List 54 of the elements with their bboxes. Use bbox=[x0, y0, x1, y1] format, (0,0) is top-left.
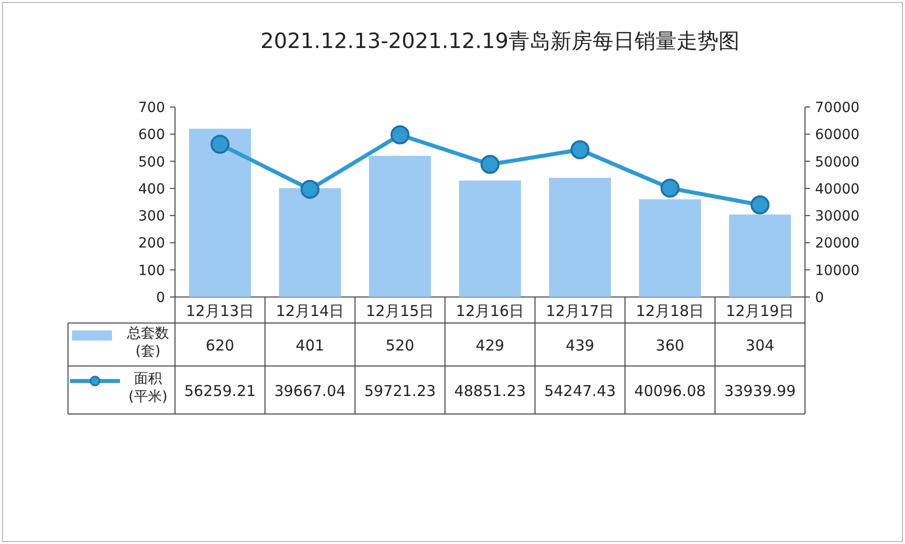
y-tick-label: 700 bbox=[138, 100, 165, 116]
legend-label: 总套数 (套) bbox=[126, 326, 169, 360]
y2-tick-label: 10000 bbox=[815, 262, 860, 279]
point bbox=[660, 178, 680, 198]
x-tick-label: 12月14日 bbox=[276, 302, 344, 320]
data-label: 360 bbox=[656, 336, 684, 354]
bar bbox=[549, 178, 611, 297]
bar bbox=[639, 199, 701, 297]
y2-tick-label: 0 bbox=[815, 290, 824, 306]
data-label: 304 bbox=[746, 336, 774, 354]
data-label: 39667.04 bbox=[274, 382, 346, 400]
data-label: 439 bbox=[566, 336, 594, 354]
chart-title: 2021.12.13-2021.12.19青岛新房每日销量走势图 bbox=[260, 29, 740, 53]
y-tick-label: 400 bbox=[138, 181, 165, 198]
y2-tick-label: 20000 bbox=[815, 236, 860, 252]
y-tick-label: 0 bbox=[156, 290, 165, 306]
point bbox=[390, 125, 410, 144]
data-label: 40096.08 bbox=[634, 382, 706, 400]
y-tick-label: 500 bbox=[138, 154, 165, 170]
data-label: 620 bbox=[206, 336, 234, 354]
data-label: 56259.21 bbox=[184, 382, 256, 400]
bar bbox=[459, 180, 521, 297]
data-label: 48851.23 bbox=[454, 382, 526, 400]
data-label: 520 bbox=[386, 336, 414, 354]
x-tick-label: 12月13日 bbox=[186, 302, 254, 320]
bar bbox=[189, 128, 251, 297]
data-label: 401 bbox=[296, 336, 324, 354]
bar bbox=[279, 188, 341, 297]
point bbox=[570, 140, 590, 160]
y2-tick-label: 60000 bbox=[815, 127, 860, 144]
y2-tick-label: 30000 bbox=[815, 208, 860, 225]
data-label: 33939.99 bbox=[724, 382, 796, 400]
point bbox=[480, 154, 500, 174]
bar bbox=[369, 156, 431, 297]
y-tick-label: 100 bbox=[138, 262, 165, 279]
legend-label: 面积 (平米) bbox=[128, 371, 168, 405]
data-label: 54247.43 bbox=[544, 382, 616, 400]
y2-tick-label: 70000 bbox=[815, 100, 860, 116]
x-tick-label: 12月18日 bbox=[636, 302, 704, 320]
y-tick-label: 300 bbox=[138, 208, 165, 225]
point bbox=[210, 134, 230, 154]
x-tick-label: 12月16日 bbox=[456, 302, 524, 320]
x-tick-label: 12月17日 bbox=[546, 302, 614, 320]
data-label: 429 bbox=[476, 336, 504, 354]
data-label: 59721.23 bbox=[364, 382, 436, 400]
point bbox=[300, 180, 320, 199]
y2-tick-label: 50000 bbox=[815, 154, 860, 170]
x-tick-label: 12月15日 bbox=[366, 302, 434, 320]
bar bbox=[729, 214, 791, 297]
x-tick-label: 12月19日 bbox=[726, 302, 794, 320]
y-tick-label: 200 bbox=[138, 236, 165, 252]
y-tick-label: 600 bbox=[138, 127, 165, 144]
point bbox=[750, 195, 770, 214]
y2-tick-label: 40000 bbox=[815, 181, 860, 198]
